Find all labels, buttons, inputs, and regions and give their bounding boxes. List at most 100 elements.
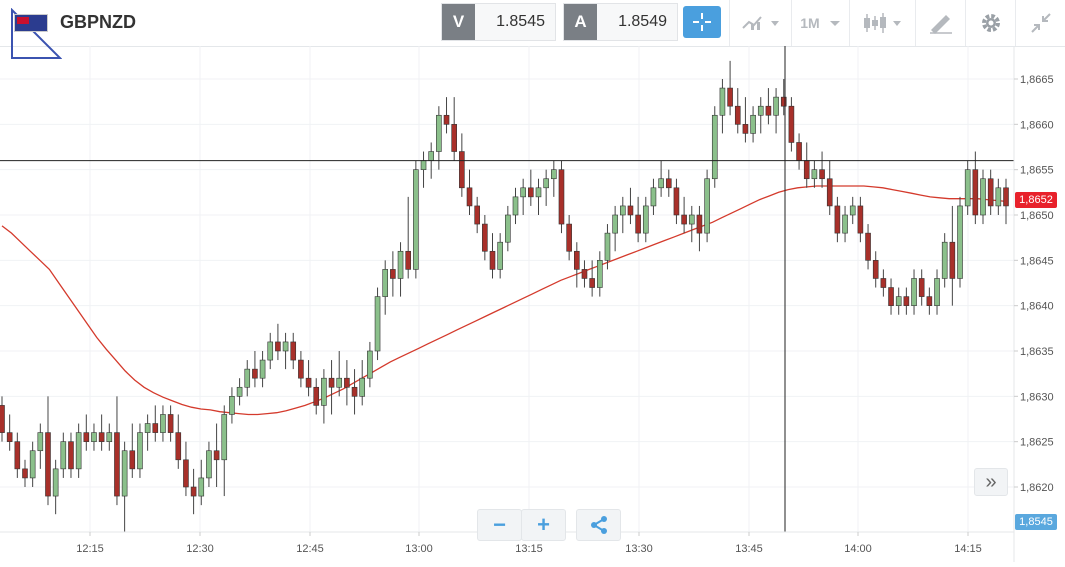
- candle-body: [780, 96, 787, 107]
- fullscreen-button[interactable]: [1015, 0, 1065, 46]
- candle-body: [252, 368, 258, 379]
- candle-body: [980, 178, 986, 216]
- candle-bullish: [221, 405, 228, 497]
- candle-bearish: [972, 151, 979, 225]
- candle-bullish: [842, 205, 848, 243]
- candle-bearish: [298, 351, 304, 388]
- price-chart[interactable]: 1,8665 1,8660 1,8655 1,8650 1,8645 1,8640 1,86…: [0, 46, 1065, 562]
- double-chevron-right-icon: »: [985, 470, 997, 493]
- candle-bullish: [121, 441, 128, 533]
- candle-bearish: [466, 169, 473, 215]
- candle-bearish: [83, 414, 90, 451]
- scroll-to-latest-button[interactable]: »: [974, 468, 1008, 496]
- candle-bearish: [175, 414, 182, 469]
- candle-bullish: [420, 151, 427, 188]
- chart-grid: [0, 46, 1014, 532]
- candle-body: [949, 241, 956, 279]
- candle-bearish: [152, 405, 159, 442]
- candle-body: [313, 386, 320, 406]
- candle-body: [190, 486, 197, 497]
- candle-bullish: [29, 441, 36, 487]
- candle-body: [267, 341, 274, 361]
- candle-bearish: [98, 414, 105, 451]
- candle-body: [114, 432, 120, 497]
- candle-bearish: [344, 360, 350, 406]
- candle-body: [727, 87, 733, 107]
- candle-bearish: [888, 278, 894, 315]
- candle-bullish: [75, 423, 82, 478]
- candle-body: [987, 178, 994, 207]
- zoom-in-button[interactable]: +: [521, 509, 566, 541]
- collapse-icon: [1031, 13, 1051, 33]
- settings-button[interactable]: [965, 0, 1016, 46]
- candle-body: [489, 250, 496, 270]
- candle-bullish: [505, 205, 511, 252]
- share-button[interactable]: [576, 509, 621, 541]
- candle-body: [604, 232, 611, 261]
- candle-body: [972, 169, 979, 216]
- candle-body: [574, 250, 580, 270]
- candle-bearish: [45, 396, 51, 506]
- candle-bullish: [512, 187, 519, 225]
- candle-body: [880, 278, 887, 288]
- candle-bearish: [313, 378, 320, 415]
- candle-body: [872, 260, 879, 279]
- candle-bearish: [949, 205, 956, 306]
- triangle-logo-icon: [11, 8, 62, 59]
- candle-body: [290, 341, 297, 361]
- candle-body: [673, 187, 680, 216]
- share-icon: [590, 516, 607, 534]
- candle-style-button[interactable]: [849, 0, 916, 46]
- candle-body: [198, 477, 205, 497]
- candle-body: [144, 423, 151, 433]
- candle-bullish: [52, 459, 59, 515]
- candle-bearish: [566, 215, 572, 261]
- timeframe-dropdown[interactable]: 1M: [791, 0, 850, 46]
- crosshair-button[interactable]: [683, 6, 721, 38]
- candle-body: [175, 432, 182, 461]
- candles-layer: [0, 60, 1009, 533]
- candle-bearish: [390, 251, 396, 297]
- candle-body: [6, 432, 13, 442]
- candle-body: [160, 414, 166, 433]
- candle-body: [420, 160, 427, 170]
- candle-bearish: [405, 196, 411, 279]
- candle-body: [68, 441, 74, 470]
- candle-body: [642, 205, 649, 234]
- candle-bearish: [872, 251, 879, 288]
- symbol-name[interactable]: GBPNZD: [60, 12, 136, 32]
- candle-body: [259, 359, 266, 379]
- candle-body: [658, 178, 664, 189]
- candle-body: [558, 169, 565, 225]
- ask-price-box[interactable]: A 1.8549: [563, 3, 678, 41]
- bid-price-box[interactable]: V 1.8545: [441, 3, 556, 41]
- candle-body: [520, 187, 526, 198]
- drawing-tools-button[interactable]: [915, 0, 966, 46]
- price-tick-label: 1,8665: [1020, 74, 1054, 86]
- candle-body: [152, 423, 159, 433]
- candle-bearish: [727, 60, 733, 116]
- candlestick-chart[interactable]: 1,8665 1,8660 1,8655 1,8650 1,8645 1,8640 1,86…: [0, 46, 1065, 562]
- pencil-ruler-icon: [930, 15, 952, 34]
- zoom-out-button[interactable]: −: [477, 509, 522, 541]
- price-tick-label: 1,8640: [1020, 301, 1054, 313]
- candle-body: [865, 232, 871, 261]
- candle-bullish: [359, 360, 366, 406]
- candle-body: [459, 151, 465, 189]
- candle-body: [91, 432, 97, 442]
- candle-body: [528, 187, 534, 198]
- candle-body: [183, 459, 189, 488]
- chart-type-button[interactable]: [729, 0, 792, 46]
- candle-bearish: [68, 432, 74, 478]
- candle-body: [765, 105, 772, 116]
- candle-bullish: [604, 224, 611, 270]
- candle-body: [221, 414, 228, 461]
- candle-body: [589, 278, 595, 288]
- candle-bullish: [382, 260, 389, 315]
- candle-body: [443, 114, 450, 125]
- candle-bearish: [443, 97, 450, 134]
- candle-body: [849, 205, 856, 216]
- candle-bullish: [934, 269, 940, 315]
- candle-body: [121, 450, 128, 497]
- candle-bearish: [167, 405, 174, 442]
